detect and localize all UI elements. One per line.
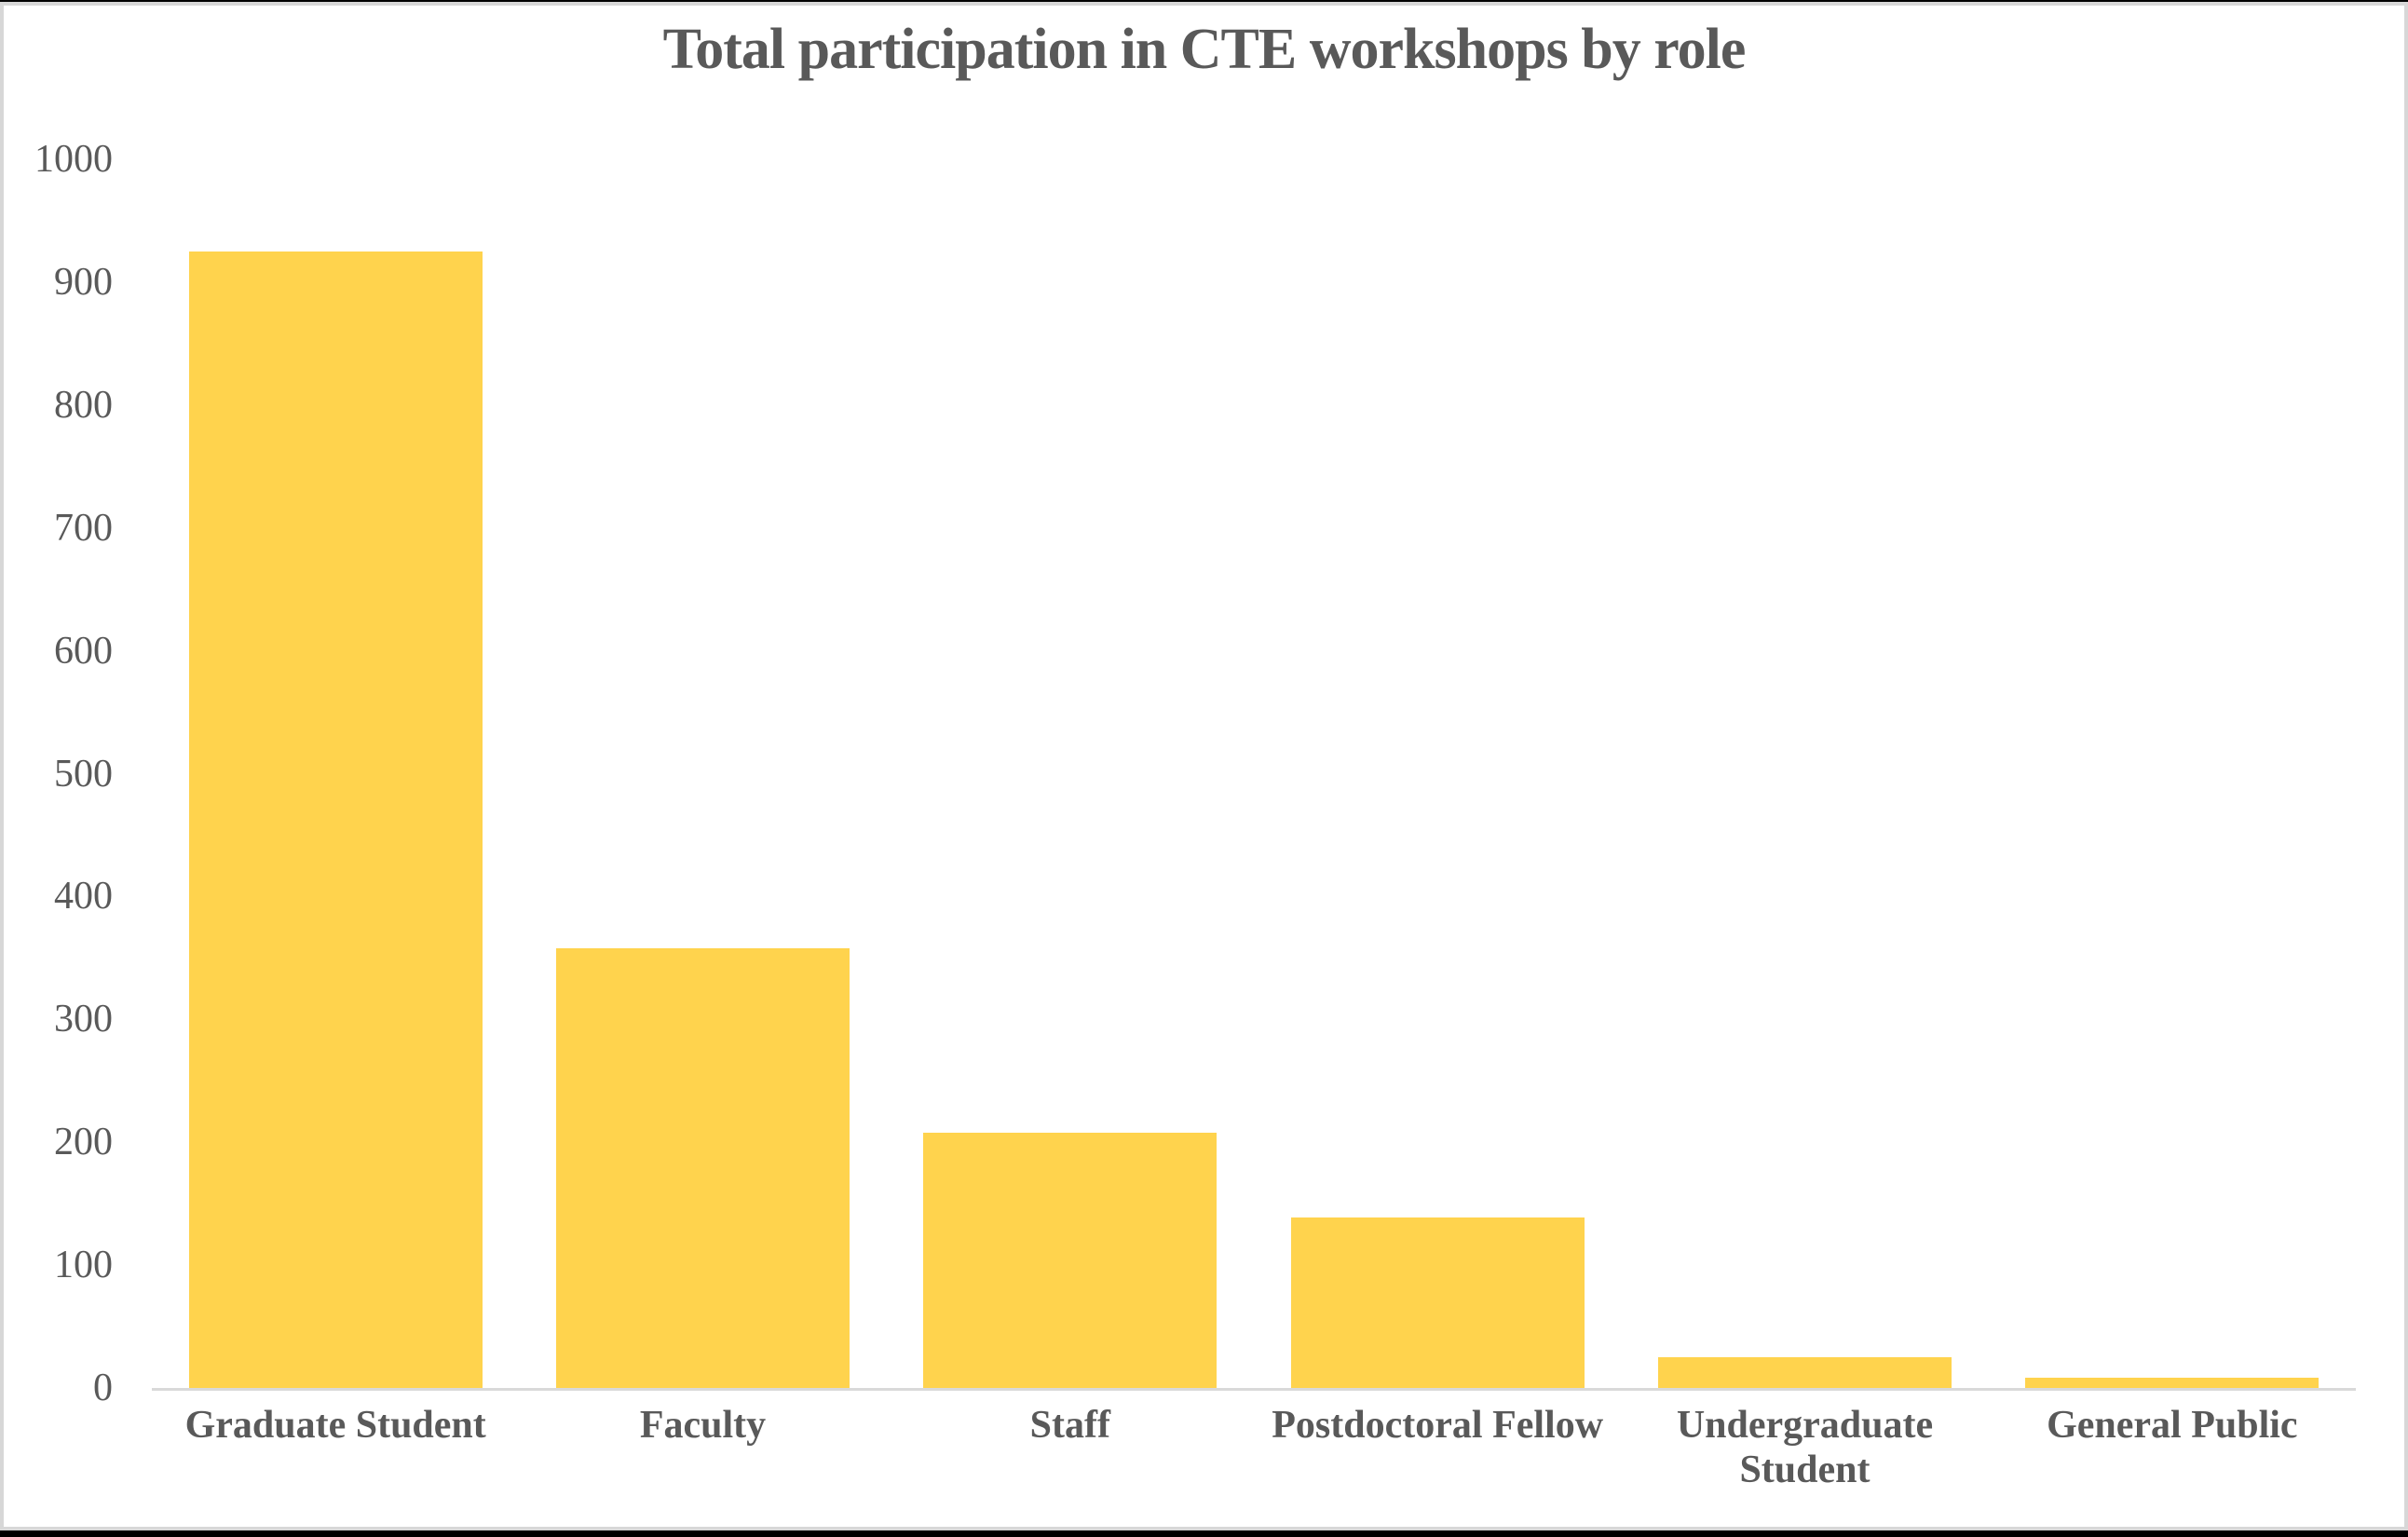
y-tick-label-900: 900	[54, 260, 113, 304]
bar-faculty	[556, 947, 850, 1388]
bar-undergraduate-student	[1658, 1357, 1952, 1388]
x-label-graduate-student: Graduate Student	[184, 1404, 486, 1447]
y-tick-label-100: 100	[54, 1244, 113, 1287]
y-tick-label-0: 0	[93, 1367, 113, 1409]
bar-graduate-student	[188, 251, 483, 1388]
chart-title: Total participation in CTE workshops by …	[662, 18, 1747, 81]
x-axis-labels: Graduate Student Faculty Staff Postdoctoral…	[152, 1403, 2356, 1515]
y-tick-label-1000: 1000	[34, 138, 113, 181]
y-tick-label-300: 300	[54, 998, 113, 1041]
y-tick-label-500: 500	[54, 752, 113, 796]
x-label-postdoctoral-fellow: Postdoctoral Fellow	[1272, 1404, 1604, 1447]
y-tick-label-600: 600	[54, 629, 113, 673]
y-axis: 1000 900 800 700 600 500 400 300 200 100 0	[4, 6, 113, 1527]
bar-general-public	[2025, 1378, 2320, 1388]
bar-staff	[923, 1132, 1218, 1388]
x-label-undergraduate-student: Undergraduate Student	[1676, 1404, 1934, 1491]
bar-postdoctoral-fellow	[1290, 1217, 1585, 1388]
x-label-general-public: General Public	[2047, 1404, 2298, 1447]
x-label-staff: Staff	[1029, 1404, 1110, 1447]
y-tick-label-800: 800	[54, 383, 113, 427]
y-tick-label-700: 700	[54, 506, 113, 550]
y-tick-label-200: 200	[54, 1121, 113, 1164]
y-tick-label-400: 400	[54, 875, 113, 918]
x-label-faculty: Faculty	[639, 1404, 767, 1447]
plot-area	[152, 159, 2356, 1391]
